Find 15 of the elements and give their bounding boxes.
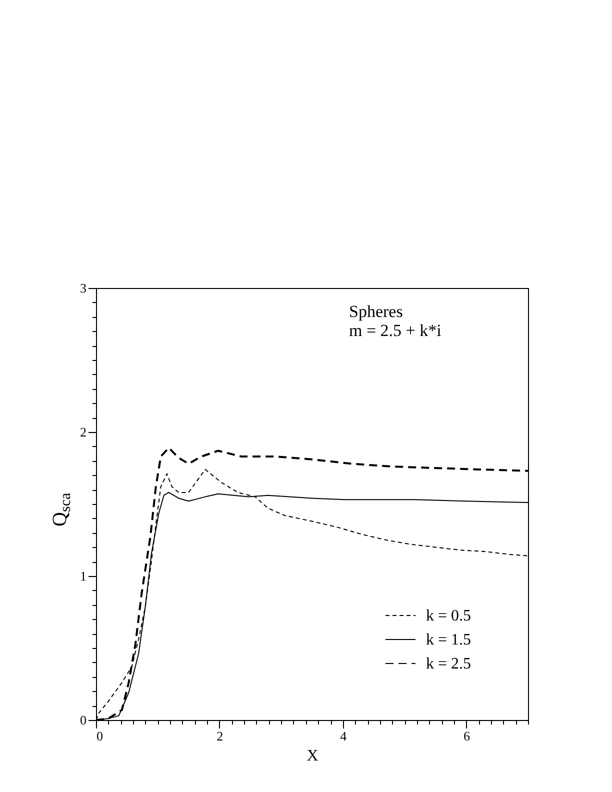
x-axis-title: X xyxy=(306,748,319,764)
x-tick-label: 2 xyxy=(216,728,224,744)
x-tick-label: 6 xyxy=(464,728,471,744)
x-tick-label: 4 xyxy=(340,728,348,744)
y-axis-title: Qsca xyxy=(49,492,74,526)
legend-label: k = 2.5 xyxy=(426,656,472,672)
annotation: m = 2.5 + k*i xyxy=(349,321,442,340)
legend-label: k = 1.5 xyxy=(426,632,472,648)
y-tick-label: 0 xyxy=(80,712,86,728)
y-tick-label: 2 xyxy=(80,424,86,440)
annotation: Spheres xyxy=(349,302,403,321)
legend-label: k = 0.5 xyxy=(426,608,472,624)
y-tick-label: 1 xyxy=(80,568,86,584)
x-tick-label: 0 xyxy=(96,728,103,744)
y-tick-label: 3 xyxy=(80,280,86,296)
